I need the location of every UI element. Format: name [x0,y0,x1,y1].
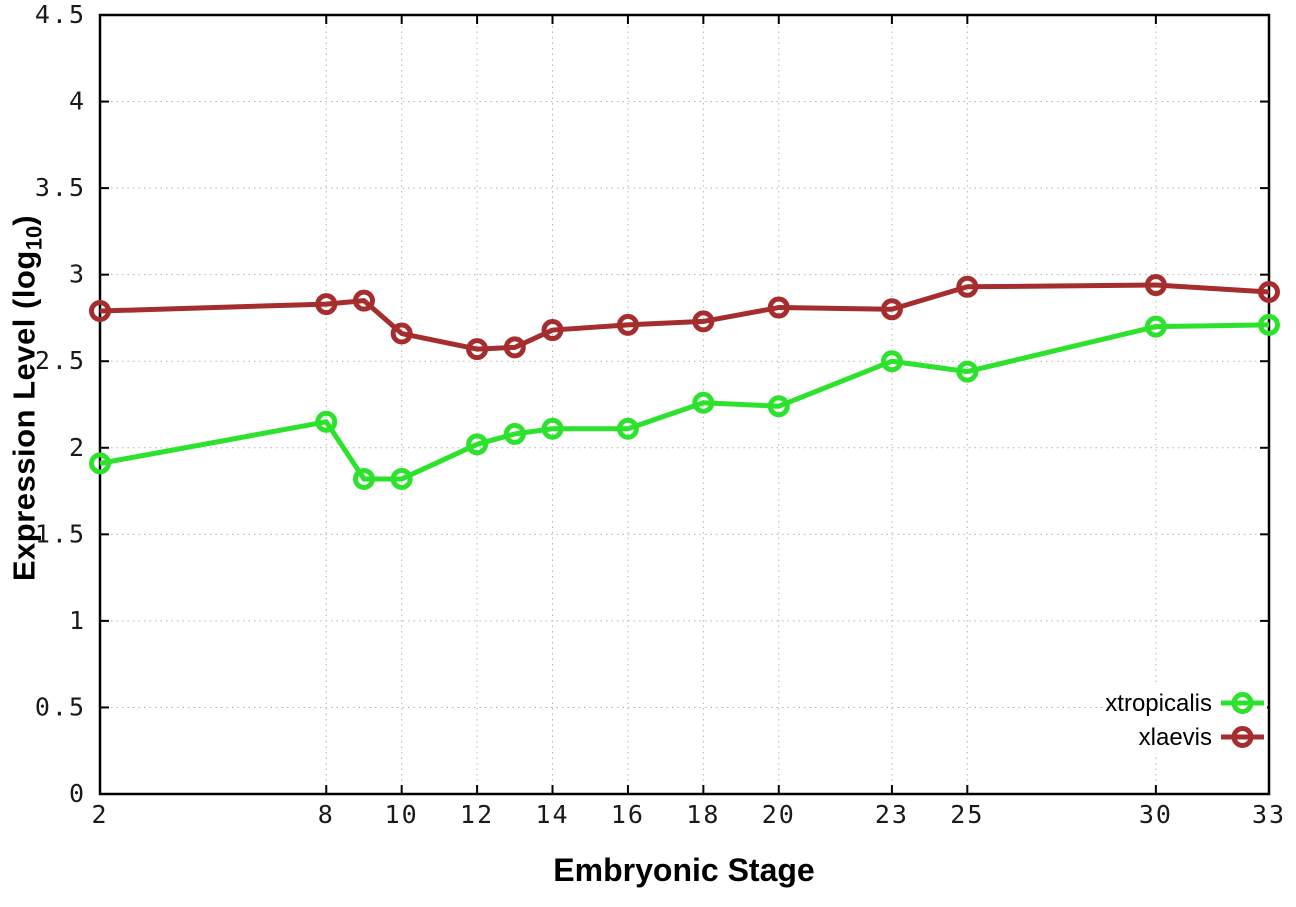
data-point [1144,274,1167,297]
data-point [880,298,903,321]
y-tick-label: 2 [69,433,86,462]
data-point [956,275,979,298]
y-tick-label: 1 [69,606,86,635]
data-point [767,395,790,418]
series-xtropicalis [89,313,1280,490]
data-point [1258,280,1280,303]
data-point [1144,315,1167,338]
series-line [99,322,1270,482]
data-point [541,319,564,342]
legend-label: xtropicalis [1105,690,1212,717]
legend-sample-marker [1231,726,1254,748]
data-point [956,360,979,383]
x-tick-label: 33 [1252,800,1286,829]
data-point [352,467,375,490]
y-axis-title-subscript: 10 [21,225,47,251]
y-tick-label: 4 [69,87,86,116]
data-point [503,336,526,359]
data-point [352,289,375,312]
data-point [692,310,715,333]
tick-marks [99,14,1270,795]
data-point [390,322,413,345]
y-tick-label: 4.5 [35,0,86,29]
data-point [541,417,564,440]
data-point [616,417,639,440]
y-axis-title-close: ) [6,214,42,226]
data-point [315,410,338,433]
x-tick-label: 18 [686,800,720,829]
data-point [692,391,715,414]
grid-lines [100,14,1269,794]
series-xlaevis [89,274,1280,361]
x-tick-label: 30 [1139,800,1173,829]
data-point [503,422,526,445]
data-point [767,296,790,319]
legend-sample-marker [1231,692,1254,714]
data-point [89,300,111,323]
y-axis-title-text: Expression Level (log [6,250,42,582]
data-point [1258,313,1280,336]
data-point [880,350,903,373]
x-tick-label: 12 [460,800,494,829]
data-point [616,313,639,336]
legend-item-xtropicalis: xtropicalis [1105,690,1264,717]
x-tick-label: 2 [91,800,108,829]
y-axis-title: Expression Level (log10) [7,215,48,581]
x-tick-label: 20 [762,800,796,829]
x-axis-title: Embryonic Stage [553,852,815,888]
data-point [466,433,489,456]
y-tick-label: 1.5 [35,519,86,548]
x-tick-label: 8 [318,800,335,829]
legend: xtropicalis xlaevis [1105,685,1267,753]
x-tick-label: 14 [535,800,569,829]
legend-label: xlaevis [1139,724,1212,751]
data-point [466,338,489,361]
x-tick-label: 23 [875,800,909,829]
y-tick-label: 0.5 [35,692,86,721]
data-point [89,452,111,475]
y-tick-label: 0 [69,779,86,808]
data-point [315,293,338,316]
plot-border [98,13,1271,796]
y-tick-label: 3 [69,260,86,289]
legend-item-xlaevis: xlaevis [1139,724,1264,751]
x-tick-label: 25 [950,800,984,829]
x-tick-label: 16 [611,800,645,829]
y-tick-label: 3.5 [35,173,86,202]
y-tick-label: 2.5 [35,346,86,375]
data-point [390,467,413,490]
x-tick-label: 10 [385,800,419,829]
